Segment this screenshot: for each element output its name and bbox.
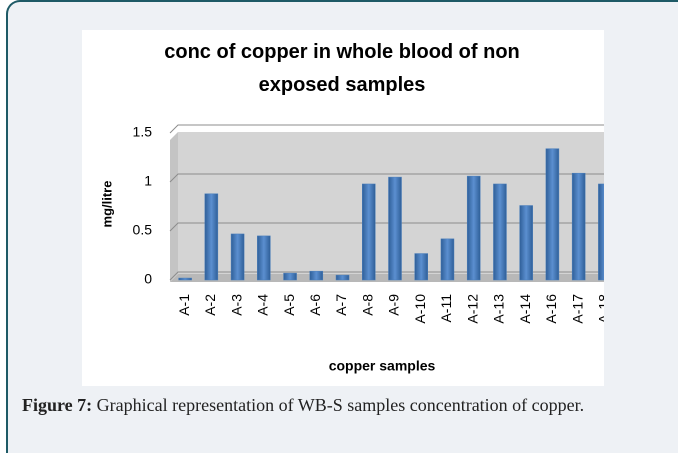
grid-line xyxy=(169,173,604,183)
bar xyxy=(335,274,350,281)
x-tick-label: A-9 xyxy=(386,294,402,316)
y-tick-label: 1 xyxy=(144,173,152,189)
x-tick-label: A-2 xyxy=(202,294,218,316)
y-axis-title: mg/litre xyxy=(99,181,114,228)
x-tick-label: A-10 xyxy=(412,294,428,324)
x-tick-label: A-13 xyxy=(491,294,507,324)
chart-area: conc of copper in whole blood of non exp… xyxy=(82,30,604,386)
x-tick-label: A-18 xyxy=(596,294,604,324)
x-tick-label: A-17 xyxy=(569,294,585,324)
chart-title: conc of copper in whole blood of non exp… xyxy=(164,41,520,96)
caption-label: Figure 7: xyxy=(22,395,93,415)
bar xyxy=(414,253,428,281)
side-wall xyxy=(170,132,178,282)
y-tick-label: 0 xyxy=(144,271,152,287)
bar xyxy=(178,277,192,281)
grid-line xyxy=(169,124,604,134)
caption-text: Graphical representation of WB-S samples… xyxy=(96,395,585,415)
bar xyxy=(440,238,455,281)
bar xyxy=(257,235,271,281)
x-tick-label: A-14 xyxy=(517,294,533,324)
x-tick-label: A-8 xyxy=(359,294,375,316)
y-tick-label: 0.5 xyxy=(133,222,153,238)
bar xyxy=(309,270,324,281)
x-tick-label: A-5 xyxy=(281,294,297,316)
y-tick-label: 1.5 xyxy=(133,124,153,140)
x-tick-label: A-11 xyxy=(438,294,454,323)
x-tick-label: A-16 xyxy=(543,294,559,324)
x-axis-title: copper samples xyxy=(329,358,436,374)
x-tick-label: A-12 xyxy=(464,294,480,324)
x-tick-label: A-4 xyxy=(255,294,271,316)
caption: Figure 7: Graphical representation of WB… xyxy=(22,394,662,417)
bar xyxy=(362,183,376,281)
bar xyxy=(283,272,297,281)
bar xyxy=(571,172,586,281)
figure-card: conc of copper in whole blood of non exp… xyxy=(6,0,678,453)
x-tick-label: A-1 xyxy=(176,294,192,316)
bar xyxy=(493,183,507,281)
bar xyxy=(388,176,402,281)
chart: mg/litre copper samples 0 0.5 1 1.5 A-1 A-2 A-… xyxy=(99,124,604,374)
x-tick-label: A-7 xyxy=(333,294,349,316)
x-tick-label: A-3 xyxy=(228,294,244,316)
bar xyxy=(204,193,219,281)
bar xyxy=(598,183,604,281)
bar xyxy=(545,148,560,281)
bar xyxy=(466,175,481,281)
x-tick-label: A-6 xyxy=(307,294,323,316)
bar xyxy=(519,205,533,281)
bar xyxy=(230,233,245,281)
